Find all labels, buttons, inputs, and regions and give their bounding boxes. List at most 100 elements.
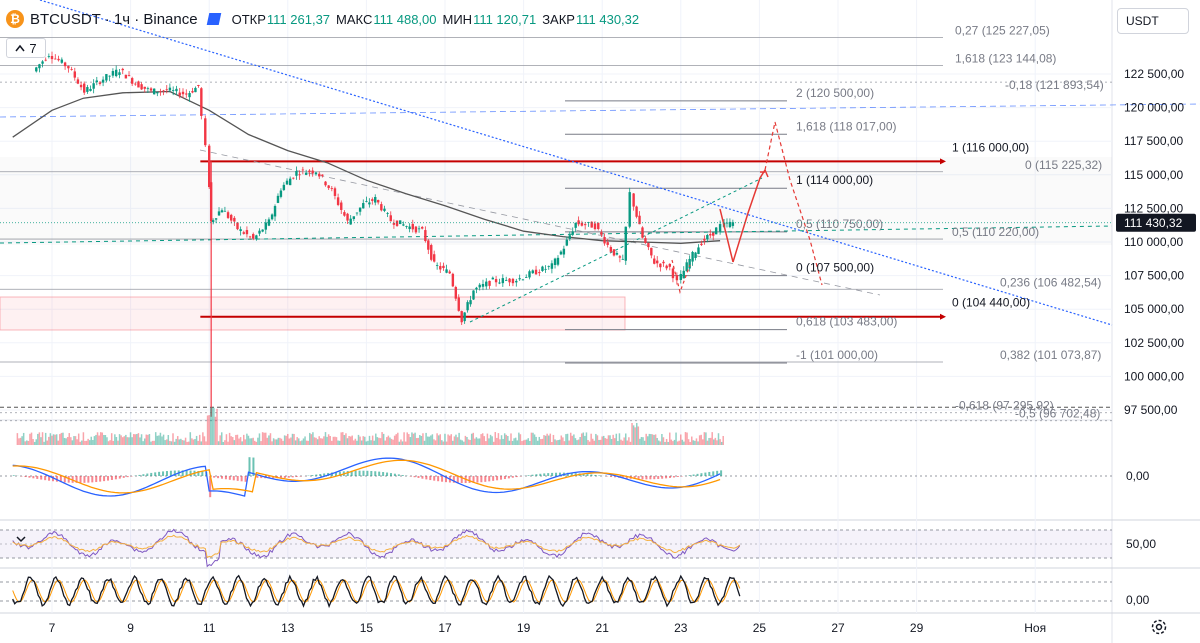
volume-bar (579, 436, 581, 445)
macd-histogram-bar (500, 476, 503, 480)
volume-bar (480, 434, 482, 445)
pane-collapse-button[interactable] (10, 531, 32, 547)
candle-body (550, 263, 554, 269)
volume-bar (162, 434, 165, 445)
candle-body (386, 213, 389, 214)
candle-body (349, 218, 352, 225)
macd-histogram-bar (362, 470, 365, 476)
candle-body (288, 178, 292, 186)
currency-select[interactable]: USDT (1117, 8, 1189, 34)
volume-bar (612, 434, 614, 445)
volume-bar (527, 438, 530, 445)
volume-bar (101, 432, 104, 445)
candle-body (469, 300, 472, 305)
volume-bar (360, 440, 363, 445)
candle-body (343, 212, 346, 216)
fib-mid-label: 0,618 (103 483,00) (796, 315, 897, 329)
volume-bar (536, 440, 539, 445)
volume-bar (27, 440, 30, 445)
volume-bar (276, 439, 278, 445)
candle-body (282, 184, 286, 190)
volume-bar (159, 432, 162, 445)
volume-bar (44, 432, 47, 445)
price-axis-tick: 110 000,00 (1124, 235, 1183, 249)
macd-histogram-bar (63, 476, 66, 483)
macd-histogram-bar (661, 476, 664, 479)
volume-bar (595, 433, 597, 445)
volume-bar (252, 437, 254, 445)
volume-bar (483, 436, 486, 445)
candle-body (194, 87, 197, 93)
level-104440-arrow (940, 313, 946, 320)
symbol-title[interactable]: BTCUSDT · 1ч · Binance (30, 10, 198, 28)
volume-bar (167, 435, 170, 445)
macd-histogram-bar (558, 472, 561, 476)
macd-axis-label: 0,00 (1126, 469, 1150, 483)
volume-bar (214, 416, 217, 445)
volume-bar (316, 439, 319, 445)
volume-bar (447, 434, 449, 445)
candle-body (67, 66, 70, 69)
volume-bar (305, 440, 308, 445)
candle-body (211, 220, 215, 222)
candle-body (515, 280, 518, 283)
flag-icon[interactable] (206, 13, 221, 25)
volume-bar (393, 435, 396, 445)
macd-histogram-bar (350, 470, 353, 476)
candle-body (511, 278, 515, 284)
candle-body (498, 282, 501, 284)
macd-histogram-bar (590, 474, 593, 476)
volume-bar (354, 438, 357, 445)
volume-bar (610, 438, 613, 445)
volume-bar (590, 433, 592, 445)
macd-histogram-bar (291, 476, 294, 478)
level-label: 1 (116 000,00) (952, 140, 1029, 154)
candle-body (35, 67, 38, 72)
candle-body (712, 232, 715, 236)
macd-histogram-bar (441, 476, 444, 482)
candle-body (374, 197, 377, 203)
volume-bar (299, 441, 302, 445)
candle-body (118, 72, 121, 75)
volume-bar (669, 432, 671, 445)
support-zone-box (0, 296, 626, 331)
volume-bar (448, 435, 451, 445)
volume-bar (629, 441, 632, 445)
volume-bar (280, 438, 283, 445)
volume-bar (213, 407, 215, 445)
volume-bar (662, 437, 665, 445)
candle-body (718, 224, 722, 232)
volume-bar (387, 435, 390, 445)
candle-body (47, 56, 51, 57)
gear-icon[interactable] (1150, 618, 1168, 636)
volume-bar (433, 439, 435, 445)
volume-bar (128, 437, 130, 445)
candle-body (376, 200, 380, 203)
volume-bar (687, 439, 690, 445)
indicators-count: 7 (29, 40, 37, 56)
high-label: МАКС (336, 11, 373, 27)
volume-bar (705, 432, 707, 445)
volume-bar (249, 438, 251, 445)
rsi-axis-label: 50,00 (1126, 537, 1156, 551)
volume-bar (538, 436, 541, 445)
volume-bar (651, 434, 654, 445)
candle-body (518, 278, 521, 280)
macd-histogram-bar (669, 476, 672, 478)
candle-body (200, 88, 203, 116)
volume-bar (711, 432, 713, 445)
candle-body (355, 212, 359, 214)
volume-bar (516, 440, 519, 445)
volume-bar (430, 435, 432, 445)
volume-bar (404, 441, 407, 445)
candle-body (544, 268, 547, 270)
indicators-toggle-button[interactable]: 7 (6, 38, 46, 58)
macd-histogram-bar (154, 472, 157, 476)
macd-histogram-bar (413, 476, 416, 478)
volume-bar (346, 438, 349, 445)
volume-bar (532, 432, 534, 445)
candle-body (392, 222, 396, 225)
fib-left-label: 0,5 (110 220,00) (952, 225, 1039, 239)
candle-body (659, 263, 662, 268)
